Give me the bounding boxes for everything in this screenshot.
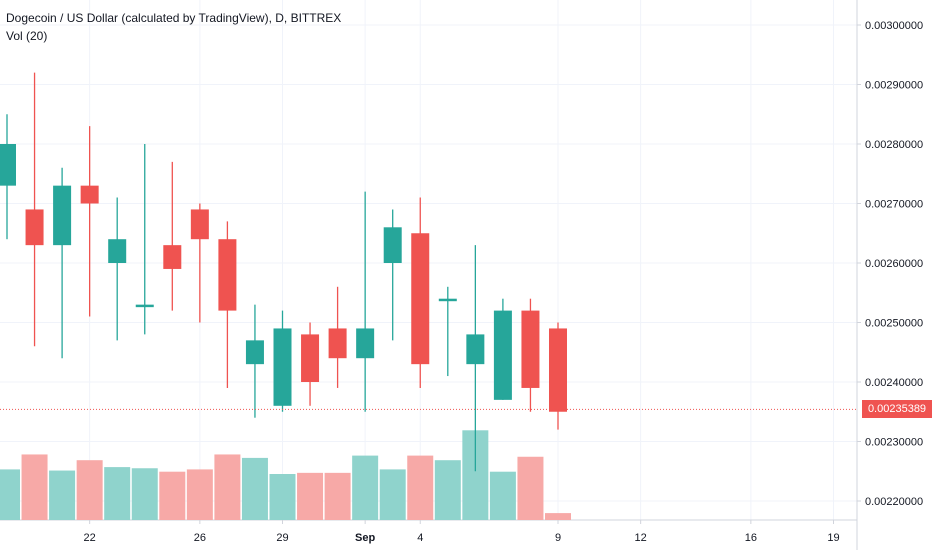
y-tick-label: 0.00220000 xyxy=(865,496,923,508)
candle-body xyxy=(411,233,430,365)
candle-body xyxy=(383,227,402,263)
x-tick-label: 29 xyxy=(276,532,288,544)
volume-bar xyxy=(131,468,158,520)
x-tick-label: 4 xyxy=(417,532,423,544)
volume-bar xyxy=(297,472,324,520)
volume-bar xyxy=(241,457,268,520)
volume-bar xyxy=(159,471,186,520)
candle-body xyxy=(80,185,99,204)
y-tick-label: 0.00270000 xyxy=(865,199,923,211)
candle-body xyxy=(218,239,237,311)
candle-body xyxy=(0,144,16,186)
volume-bar xyxy=(269,474,296,520)
volume-bar xyxy=(407,455,434,520)
candle-body xyxy=(549,328,567,412)
candle-body xyxy=(245,340,264,365)
y-tick-label: 0.00260000 xyxy=(865,258,923,270)
volume-bar xyxy=(545,513,571,520)
volume-bar xyxy=(214,454,241,520)
candle-body xyxy=(328,328,347,359)
candle-body xyxy=(53,185,72,246)
x-tick-label: 26 xyxy=(194,532,206,544)
y-tick-label: 0.00240000 xyxy=(865,377,923,389)
candle-body xyxy=(25,209,44,246)
candle-body xyxy=(108,239,127,263)
y-tick-label: 0.00280000 xyxy=(865,139,923,151)
volume-bar xyxy=(489,471,516,520)
y-tick-label: 0.00300000 xyxy=(865,20,923,32)
y-tick-label: 0.00230000 xyxy=(865,437,923,449)
candle-body xyxy=(301,334,320,382)
chart-legend: Dogecoin / US Dollar (calculated by Trad… xyxy=(6,9,341,45)
x-tick-label: 9 xyxy=(555,532,561,544)
candle-body xyxy=(493,310,512,400)
chart-title: Dogecoin / US Dollar (calculated by Trad… xyxy=(6,11,342,25)
current-price-tag: 0.00235389 xyxy=(862,400,932,419)
candle-body xyxy=(356,328,375,359)
y-tick-label: 0.00290000 xyxy=(865,80,923,92)
volume-bar xyxy=(76,460,103,520)
candle-body xyxy=(466,334,485,365)
volume-bar xyxy=(0,469,20,520)
volume-indicator-label: Vol (20) xyxy=(6,29,48,43)
volume-bar xyxy=(379,469,406,520)
candle-body xyxy=(273,328,292,406)
volume-bar xyxy=(434,460,461,520)
volume-bar xyxy=(324,472,351,520)
candle-body xyxy=(163,245,182,269)
volume-bar xyxy=(104,467,131,520)
x-tick-label: 22 xyxy=(84,532,96,544)
volume-bar xyxy=(186,469,213,520)
candle-body xyxy=(521,310,540,388)
x-tick-label: Sep xyxy=(355,532,375,544)
volume-bar xyxy=(21,454,48,520)
candle-body xyxy=(190,209,209,240)
volume-bar xyxy=(517,456,544,520)
candle-body xyxy=(438,298,457,302)
x-tick-label: 19 xyxy=(827,532,839,544)
volume-bar xyxy=(352,455,379,520)
y-tick-label: 0.00250000 xyxy=(865,318,923,330)
x-tick-label: 16 xyxy=(745,532,757,544)
volume-bar xyxy=(49,470,76,520)
candle-body xyxy=(135,304,154,308)
x-tick-label: 12 xyxy=(635,532,647,544)
